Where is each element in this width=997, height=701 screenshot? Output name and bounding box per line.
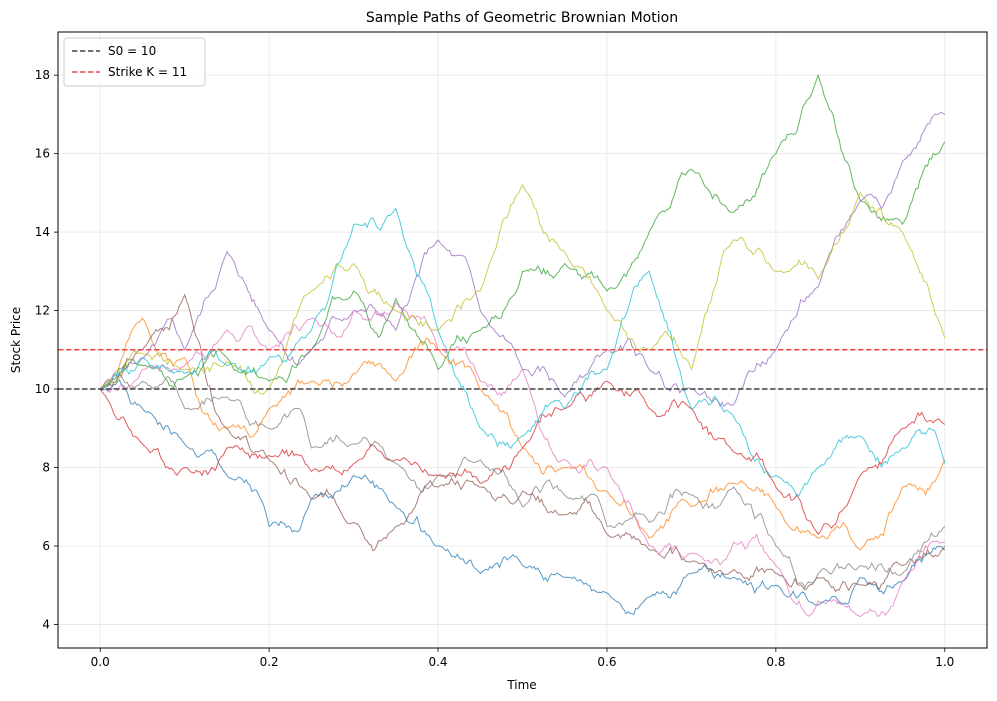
legend: S0 = 10 Strike K = 11 xyxy=(63,37,206,87)
x-axis-label: Time xyxy=(506,678,536,692)
series-line-8 xyxy=(100,373,946,589)
series-line-10 xyxy=(100,207,946,497)
y-tick-label: 18 xyxy=(35,68,50,82)
series-line-7 xyxy=(100,301,945,618)
legend-label-s0: S0 = 10 xyxy=(108,44,156,58)
x-tick-label: 0.8 xyxy=(766,655,785,669)
reference-lines xyxy=(58,349,987,390)
x-ticks: 0.0 0.2 0.4 0.6 0.8 1.0 xyxy=(91,648,954,669)
y-tick-label: 10 xyxy=(35,382,50,396)
chart-title: Sample Paths of Geometric Brownian Motio… xyxy=(366,10,678,26)
y-tick-label: 12 xyxy=(35,304,50,318)
x-tick-label: 0.0 xyxy=(91,655,110,669)
y-ticks: 4 6 8 10 12 14 16 18 xyxy=(35,68,58,631)
legend-box xyxy=(63,37,206,87)
series-line-1 xyxy=(99,379,946,616)
series-line-9 xyxy=(99,183,946,395)
plot-frame xyxy=(57,31,988,649)
series-layer xyxy=(99,73,946,618)
series-line-4 xyxy=(99,380,946,536)
y-axis-label: Stock Price xyxy=(9,307,23,373)
x-tick-label: 1.0 xyxy=(935,655,954,669)
legend-label-strike: Strike K = 11 xyxy=(108,65,187,79)
y-tick-label: 4 xyxy=(42,617,50,631)
series-line-3 xyxy=(99,73,946,390)
y-tick-label: 14 xyxy=(35,225,50,239)
series-line-6 xyxy=(99,293,946,593)
x-tick-label: 0.4 xyxy=(428,655,447,669)
y-tick-label: 8 xyxy=(42,461,50,475)
x-tick-label: 0.6 xyxy=(597,655,616,669)
x-tick-label: 0.2 xyxy=(260,655,279,669)
y-tick-label: 6 xyxy=(42,539,50,553)
y-tick-label: 16 xyxy=(35,147,50,161)
